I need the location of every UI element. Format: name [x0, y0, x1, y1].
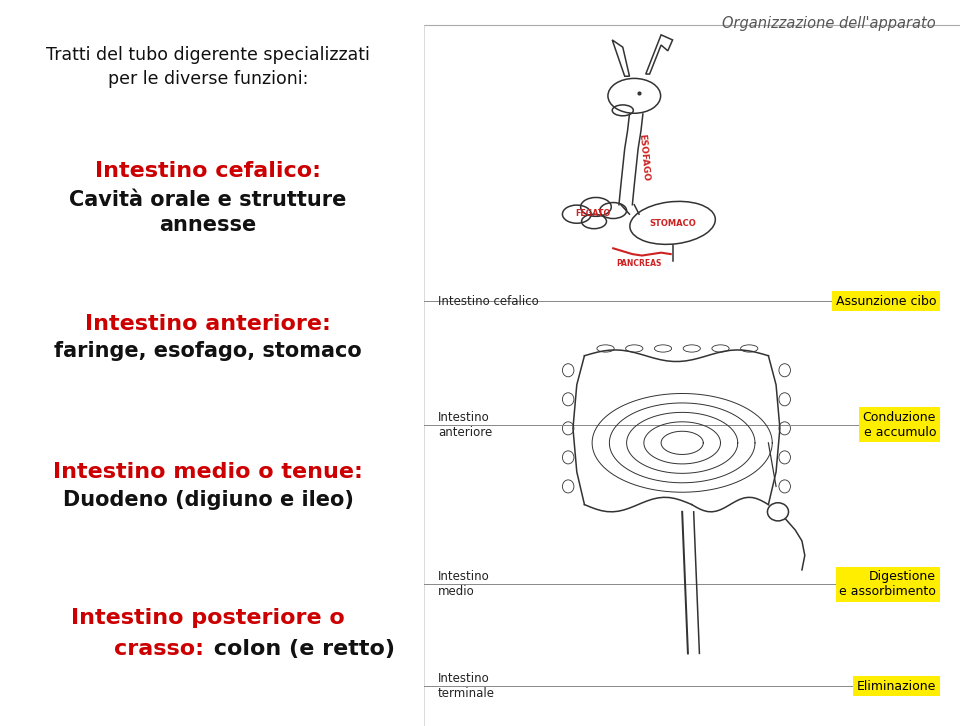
- Text: FEGATO: FEGATO: [575, 209, 611, 218]
- Text: STOMACO: STOMACO: [649, 219, 696, 228]
- Text: crasso:: crasso:: [114, 639, 204, 659]
- Text: ESOFAGO: ESOFAGO: [637, 134, 651, 182]
- Text: Intestino cefalico: Intestino cefalico: [438, 295, 539, 308]
- Text: Duodeno (digiuno e ileo): Duodeno (digiuno e ileo): [62, 490, 353, 510]
- Text: Assunzione cibo: Assunzione cibo: [835, 295, 936, 308]
- Text: PANCREAS: PANCREAS: [616, 259, 661, 268]
- Text: Digestione
e assorbimento: Digestione e assorbimento: [839, 571, 936, 598]
- Text: Intestino cefalico:: Intestino cefalico:: [95, 161, 321, 182]
- Text: Intestino medio o tenue:: Intestino medio o tenue:: [53, 462, 363, 483]
- Text: Conduzione
e accumulo: Conduzione e accumulo: [863, 411, 936, 439]
- Text: Tratti del tubo digerente specializzati: Tratti del tubo digerente specializzati: [46, 46, 370, 64]
- Text: Intestino anteriore:: Intestino anteriore:: [85, 314, 331, 334]
- Text: Intestino
anteriore: Intestino anteriore: [438, 411, 492, 439]
- Text: Organizzazione dell'apparato: Organizzazione dell'apparato: [722, 16, 936, 31]
- Text: Intestino
medio: Intestino medio: [438, 571, 490, 598]
- Text: Intestino posteriore o: Intestino posteriore o: [71, 608, 345, 629]
- Text: faringe, esofago, stomaco: faringe, esofago, stomaco: [54, 341, 362, 362]
- Text: Eliminazione: Eliminazione: [856, 680, 936, 693]
- Text: per le diverse funzioni:: per le diverse funzioni:: [108, 70, 308, 89]
- Text: Intestino
terminale: Intestino terminale: [438, 672, 494, 700]
- Text: Cavità orale e strutture
annesse: Cavità orale e strutture annesse: [69, 190, 347, 235]
- Text: colon (e retto): colon (e retto): [206, 639, 395, 659]
